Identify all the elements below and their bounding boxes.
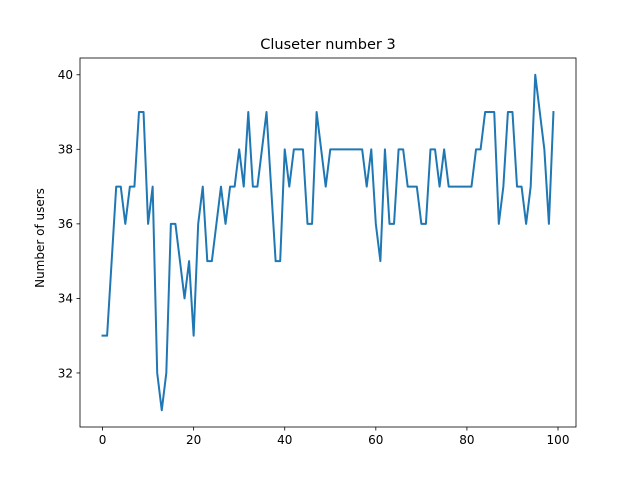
y-tick-label: 36	[58, 217, 73, 231]
x-tick-label: 40	[277, 433, 292, 447]
x-tick-label: 60	[368, 433, 383, 447]
x-axis-ticks: 0 20 40 60 80 100	[99, 427, 570, 447]
chart-title: Cluseter number 3	[260, 37, 395, 53]
y-axis-ticks: 32 34 36 38 40	[58, 68, 80, 380]
x-tick-label: 0	[99, 433, 107, 447]
series-line	[101, 73, 555, 412]
x-tick-label: 100	[547, 433, 570, 447]
y-tick-label: 34	[58, 292, 73, 306]
y-tick-label: 40	[58, 68, 73, 82]
x-tick-label: 80	[459, 433, 474, 447]
x-tick-label: 20	[186, 433, 201, 447]
plot-frame	[79, 57, 577, 428]
y-axis-label: Number of users	[33, 188, 47, 288]
y-tick-label: 38	[58, 143, 73, 157]
y-tick-label: 32	[58, 366, 73, 380]
